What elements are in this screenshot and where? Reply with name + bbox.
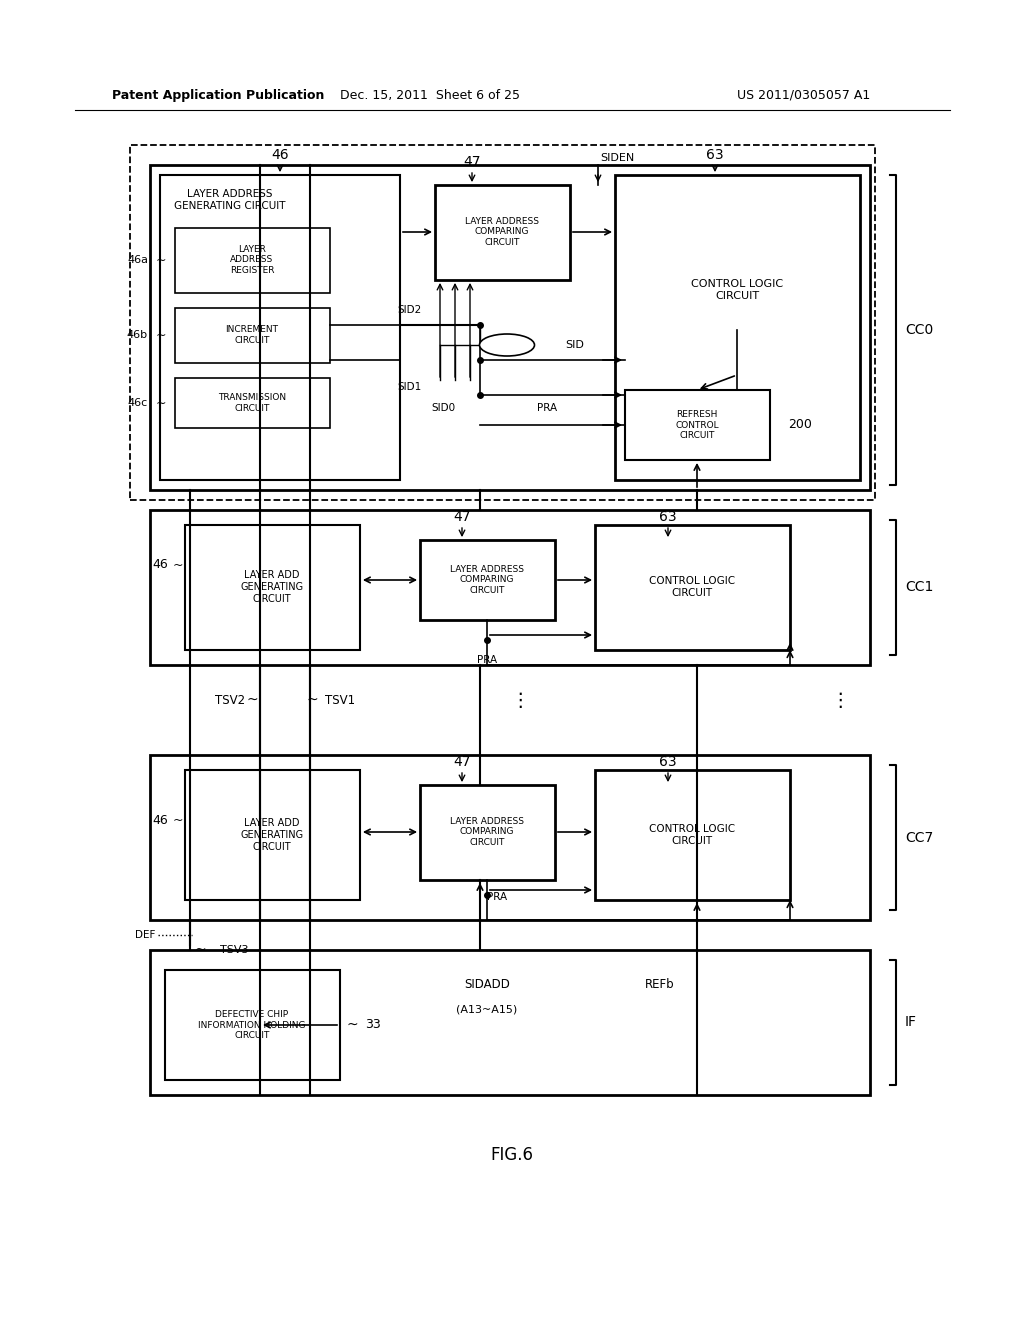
Text: TSV1: TSV1 [325,693,355,706]
Text: PRA: PRA [537,403,557,413]
Text: ~: ~ [173,813,183,826]
Text: REFRESH
CONTROL
CIRCUIT: REFRESH CONTROL CIRCUIT [675,411,719,440]
FancyBboxPatch shape [615,176,860,480]
Text: CONTROL LOGIC
CIRCUIT: CONTROL LOGIC CIRCUIT [649,824,735,846]
Text: LAYER ADD
GENERATING
CIRCUIT: LAYER ADD GENERATING CIRCUIT [241,570,303,603]
FancyBboxPatch shape [185,525,360,649]
Text: Patent Application Publication: Patent Application Publication [112,88,325,102]
Text: 200: 200 [788,418,812,432]
Text: 46c: 46c [128,399,148,408]
Text: ~: ~ [195,942,206,957]
Text: ~: ~ [346,1018,357,1032]
Text: SIDEN: SIDEN [600,153,634,162]
Text: CONTROL LOGIC
CIRCUIT: CONTROL LOGIC CIRCUIT [649,577,735,598]
Text: 47: 47 [454,510,471,524]
Text: ~: ~ [246,693,258,708]
FancyBboxPatch shape [175,228,330,293]
FancyBboxPatch shape [150,755,870,920]
Text: IF: IF [905,1015,918,1030]
Text: 63: 63 [659,510,677,524]
Text: SID: SID [565,341,584,350]
FancyBboxPatch shape [595,525,790,649]
FancyBboxPatch shape [420,785,555,880]
FancyBboxPatch shape [175,378,330,428]
Text: SID0: SID0 [431,403,455,413]
Text: LAYER
ADDRESS
REGISTER: LAYER ADDRESS REGISTER [229,246,274,275]
Text: REFb: REFb [645,978,675,991]
Text: TRANSMISSION
CIRCUIT: TRANSMISSION CIRCUIT [218,393,286,413]
Text: 63: 63 [707,148,724,162]
Text: DEF: DEF [134,931,155,940]
FancyBboxPatch shape [185,770,360,900]
Text: ~: ~ [173,558,183,572]
Text: PRA: PRA [487,892,507,902]
Text: PRA: PRA [477,655,497,665]
Text: LAYER ADDRESS
COMPARING
CIRCUIT: LAYER ADDRESS COMPARING CIRCUIT [450,817,524,847]
Text: 46b: 46b [127,330,148,341]
Text: DEFECTIVE CHIP
INFORMATION HOLDING
CIRCUIT: DEFECTIVE CHIP INFORMATION HOLDING CIRCU… [199,1010,306,1040]
Text: TSV2: TSV2 [215,693,245,706]
FancyBboxPatch shape [595,770,790,900]
Text: ~: ~ [156,396,166,409]
Text: LAYER ADDRESS
COMPARING
CIRCUIT: LAYER ADDRESS COMPARING CIRCUIT [450,565,524,595]
Text: Dec. 15, 2011  Sheet 6 of 25: Dec. 15, 2011 Sheet 6 of 25 [340,88,520,102]
Text: LAYER ADDRESS
COMPARING
CIRCUIT: LAYER ADDRESS COMPARING CIRCUIT [465,216,539,247]
Text: 63: 63 [659,755,677,770]
FancyBboxPatch shape [625,389,770,459]
Text: FIG.6: FIG.6 [490,1146,534,1164]
Text: CC0: CC0 [905,323,933,337]
Text: ⋮: ⋮ [830,690,850,710]
Text: ~: ~ [306,693,317,708]
Text: ⋮: ⋮ [510,690,529,710]
Text: ~: ~ [156,329,166,342]
Ellipse shape [479,334,535,356]
FancyBboxPatch shape [150,510,870,665]
Text: SIDADD: SIDADD [464,978,510,991]
FancyBboxPatch shape [435,185,570,280]
Text: 46: 46 [153,558,168,572]
Text: 33: 33 [365,1019,381,1031]
Text: 46: 46 [153,813,168,826]
Text: US 2011/0305057 A1: US 2011/0305057 A1 [736,88,870,102]
Text: CC7: CC7 [905,832,933,845]
Text: LAYER ADD
GENERATING
CIRCUIT: LAYER ADD GENERATING CIRCUIT [241,818,303,851]
Text: 46a: 46a [127,255,148,265]
FancyBboxPatch shape [160,176,400,480]
FancyBboxPatch shape [150,165,870,490]
FancyBboxPatch shape [165,970,340,1080]
Text: LAYER ADDRESS
GENERATING CIRCUIT: LAYER ADDRESS GENERATING CIRCUIT [174,189,286,211]
Text: INCREMENT
CIRCUIT: INCREMENT CIRCUIT [225,325,279,345]
FancyBboxPatch shape [175,308,330,363]
FancyBboxPatch shape [130,145,874,500]
Text: 47: 47 [454,755,471,770]
Text: ~: ~ [156,253,166,267]
FancyBboxPatch shape [150,950,870,1096]
FancyBboxPatch shape [420,540,555,620]
Text: CC1: CC1 [905,579,933,594]
Text: 47: 47 [463,154,480,169]
Text: SID2: SID2 [397,305,422,315]
Text: TSV3: TSV3 [220,945,249,954]
Text: (A13~A15): (A13~A15) [457,1005,517,1015]
Text: 46: 46 [271,148,289,162]
Text: SID1: SID1 [397,381,422,392]
Text: CONTROL LOGIC
CIRCUIT: CONTROL LOGIC CIRCUIT [691,280,783,301]
